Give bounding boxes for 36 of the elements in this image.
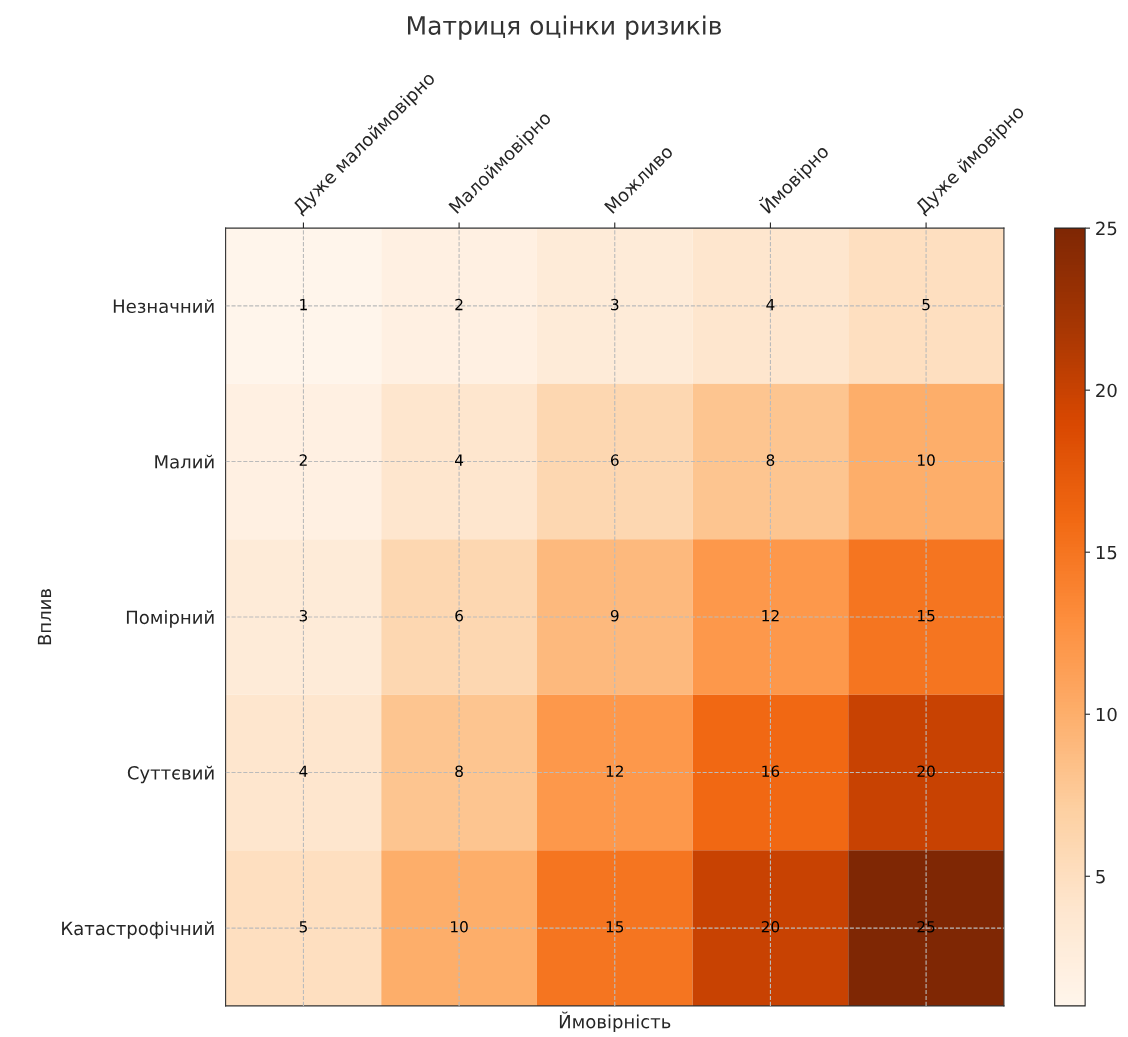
- data-label: 12: [606, 765, 623, 777]
- data-label: 10: [451, 920, 468, 933]
- y-tick-label: Незначний: [113, 299, 214, 314]
- data-label: 3: [299, 609, 308, 622]
- data-label: 6: [610, 454, 619, 466]
- data-label: 3: [611, 298, 619, 311]
- color-bar-label: 20: [1096, 383, 1117, 398]
- data-label: 12: [762, 609, 779, 622]
- color-bar-label: 5: [1096, 869, 1105, 884]
- color-bar-label: 15: [1096, 545, 1117, 560]
- y-tick-label: Катастрофічний: [62, 921, 214, 939]
- data-label: 2: [455, 298, 463, 311]
- data-label: 10: [918, 454, 935, 466]
- data-label: 5: [299, 921, 307, 933]
- data-label: 4: [299, 765, 308, 777]
- y-axis-title: Вплив: [37, 589, 52, 645]
- y-tick-label: Малий: [155, 454, 214, 469]
- data-label: 6: [455, 609, 463, 622]
- data-label: 5: [922, 298, 930, 311]
- data-label: 15: [918, 610, 935, 622]
- y-tick-label: Суттєвий: [127, 765, 214, 784]
- data-label: 2: [299, 454, 307, 466]
- x-axis-title: Ймовірність: [559, 1011, 671, 1032]
- data-label: 20: [761, 920, 780, 933]
- data-label: 4: [454, 454, 464, 466]
- data-label: 15: [606, 921, 624, 933]
- data-label: 1: [300, 298, 307, 311]
- data-label: 4: [766, 298, 775, 311]
- data-label: 8: [766, 454, 775, 466]
- color-bar-label: 25: [1096, 221, 1117, 236]
- chart-title: Матриця оцінки ризиків: [408, 15, 721, 40]
- data-label: 9: [610, 609, 619, 622]
- y-tick-label: Помірний: [126, 610, 214, 628]
- data-label: 16: [762, 765, 780, 777]
- color-bar-label: 10: [1096, 707, 1117, 722]
- data-label: 8: [455, 765, 463, 777]
